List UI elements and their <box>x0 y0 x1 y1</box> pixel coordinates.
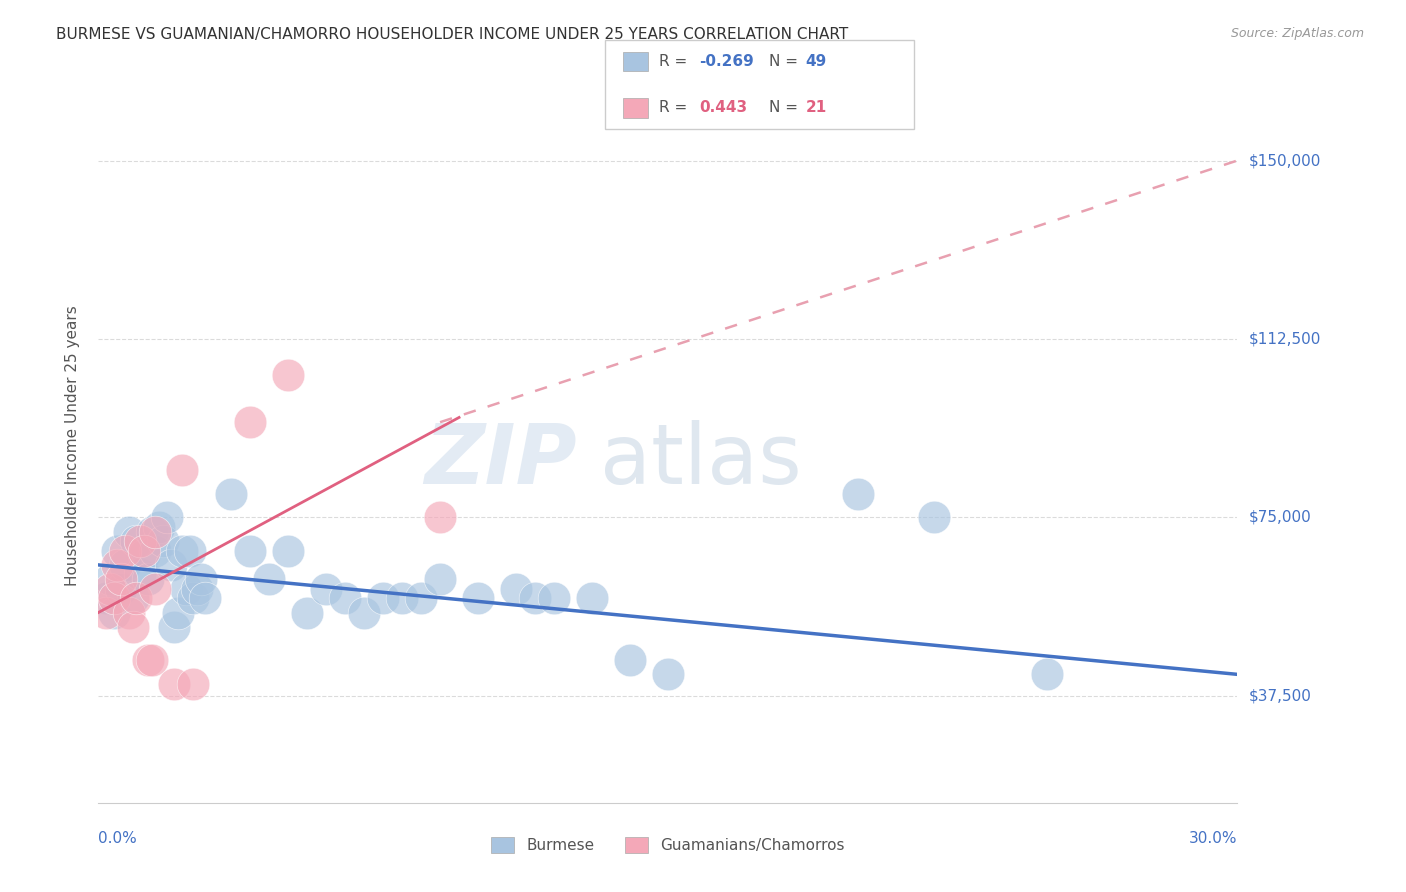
Point <box>543 591 565 606</box>
Point <box>103 606 125 620</box>
Point <box>94 591 117 606</box>
Text: Source: ZipAtlas.com: Source: ZipAtlas.com <box>1230 27 1364 40</box>
Point <box>657 667 679 681</box>
Point <box>391 591 413 606</box>
Point <box>145 524 167 539</box>
Point <box>110 572 132 586</box>
Point <box>524 591 547 606</box>
Point <box>163 677 186 691</box>
Point <box>121 620 143 634</box>
Point <box>94 606 117 620</box>
Point <box>277 368 299 382</box>
Point <box>152 534 174 549</box>
Point <box>136 572 159 586</box>
Text: $75,000: $75,000 <box>1249 510 1312 524</box>
Point <box>107 558 129 572</box>
Point <box>156 510 179 524</box>
Text: R =: R = <box>659 101 693 115</box>
Point <box>429 510 451 524</box>
Point <box>118 524 141 539</box>
Point <box>167 606 190 620</box>
Text: 0.0%: 0.0% <box>98 831 138 847</box>
Text: -0.269: -0.269 <box>699 54 754 69</box>
Text: 49: 49 <box>806 54 827 69</box>
Point <box>121 591 143 606</box>
Point <box>581 591 603 606</box>
Point <box>136 653 159 667</box>
Point <box>429 572 451 586</box>
Text: $112,500: $112,500 <box>1249 332 1320 346</box>
Point <box>239 415 262 429</box>
Point <box>145 543 167 558</box>
Point <box>141 524 163 539</box>
Point <box>259 572 281 586</box>
Point <box>125 591 148 606</box>
Text: N =: N = <box>769 54 803 69</box>
Point <box>179 543 201 558</box>
Point <box>110 582 132 596</box>
Point <box>98 582 121 596</box>
Point <box>221 486 243 500</box>
Point <box>297 606 319 620</box>
Point <box>190 572 212 586</box>
Point <box>148 520 170 534</box>
Point <box>163 620 186 634</box>
Point <box>170 463 193 477</box>
Text: N =: N = <box>769 101 803 115</box>
Point <box>103 591 125 606</box>
Point <box>159 558 181 572</box>
Point <box>183 677 205 691</box>
Point <box>141 653 163 667</box>
Point <box>118 606 141 620</box>
Point <box>1036 667 1059 681</box>
Point <box>114 558 136 572</box>
Point <box>922 510 945 524</box>
Point <box>194 591 217 606</box>
Y-axis label: Householder Income Under 25 years: Householder Income Under 25 years <box>65 306 80 586</box>
Point <box>145 582 167 596</box>
Point <box>132 543 155 558</box>
Point <box>107 543 129 558</box>
Point <box>846 486 869 500</box>
Point <box>239 543 262 558</box>
Text: ZIP: ZIP <box>425 420 576 500</box>
Point <box>129 567 152 582</box>
Point <box>125 534 148 549</box>
Point <box>315 582 337 596</box>
Text: 21: 21 <box>806 101 827 115</box>
Text: $37,500: $37,500 <box>1249 689 1312 703</box>
Point <box>129 534 152 549</box>
Point <box>98 572 121 586</box>
Point <box>619 653 641 667</box>
Point <box>183 591 205 606</box>
Point <box>174 582 197 596</box>
Point <box>132 549 155 563</box>
Point <box>353 606 375 620</box>
Text: 30.0%: 30.0% <box>1189 831 1237 847</box>
Text: R =: R = <box>659 54 693 69</box>
Legend: Burmese, Guamanians/Chamorros: Burmese, Guamanians/Chamorros <box>485 831 851 859</box>
Point <box>411 591 433 606</box>
Point <box>170 543 193 558</box>
Point <box>335 591 357 606</box>
Text: 0.443: 0.443 <box>699 101 747 115</box>
Text: BURMESE VS GUAMANIAN/CHAMORRO HOUSEHOLDER INCOME UNDER 25 YEARS CORRELATION CHAR: BURMESE VS GUAMANIAN/CHAMORRO HOUSEHOLDE… <box>56 27 848 42</box>
Point <box>467 591 489 606</box>
Text: $150,000: $150,000 <box>1249 153 1320 168</box>
Text: atlas: atlas <box>599 420 801 500</box>
Point <box>114 543 136 558</box>
Point <box>371 591 394 606</box>
Point <box>505 582 527 596</box>
Point <box>186 582 208 596</box>
Point <box>277 543 299 558</box>
